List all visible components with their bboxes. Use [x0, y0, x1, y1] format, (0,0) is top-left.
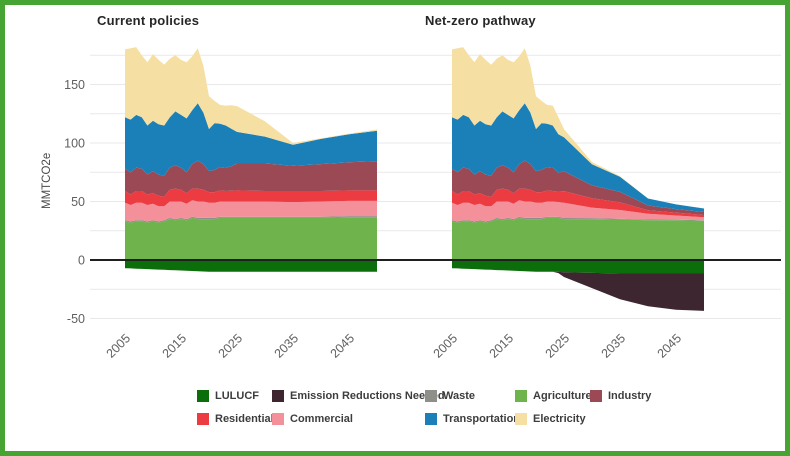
legend-item-residential: Residential [197, 412, 274, 425]
x-tick-label-current-2005: 2005 [104, 331, 134, 361]
area-netzero-agriculture [452, 217, 704, 260]
legend-swatch-agriculture [515, 389, 527, 402]
panel-title-netzero-pathway: Net-zero pathway [425, 13, 536, 28]
legend-label-industry: Industry [608, 389, 652, 402]
area-netzero-residential [452, 188, 704, 218]
area-current-electricity [125, 47, 377, 145]
area-current-lulucf [125, 260, 377, 272]
legend-label-residential: Residential [215, 412, 274, 425]
legend-label-waste: Waste [443, 389, 475, 402]
legend-swatch-waste [425, 389, 437, 402]
y-tick-label-100: 100 [64, 137, 85, 151]
legend: LULUCF Emission Reductions Needed Waste Agr… [197, 389, 670, 435]
area-netzero-electricity [452, 47, 704, 209]
stacked-area-chart: 150 100 50 0 -50 2005 2015 2025 2035 2045 2005 2015… [64, 47, 781, 361]
legend-item-emission_reductions_needed: Emission Reductions Needed [272, 389, 445, 402]
legend-swatch-electricity [515, 412, 527, 425]
area-netzero-industry [452, 160, 704, 215]
legend-label-commercial: Commercial [290, 412, 353, 425]
area-netzero-commercial [452, 200, 704, 222]
legend-swatch-industry [590, 389, 602, 402]
area-current-industry [125, 160, 377, 197]
x-tick-label-netzero-2005: 2005 [431, 331, 461, 361]
x-tick-label-current-2025: 2025 [216, 331, 246, 361]
legend-label-agriculture: Agriculture [533, 389, 592, 402]
legend-swatch-transportation [425, 412, 437, 425]
legend-item-lulucf: LULUCF [197, 389, 272, 402]
legend-item-agriculture: Agriculture [515, 389, 592, 402]
x-tick-label-netzero-2035: 2035 [599, 331, 629, 361]
legend-swatch-residential [197, 412, 209, 425]
y-tick-label-0: 0 [78, 254, 85, 268]
chart-canvas: 150 100 50 0 -50 2005 2015 2025 2035 2045 2005 2015… [5, 5, 785, 451]
x-tick-label-current-2045: 2045 [328, 331, 358, 361]
legend-label-transportation: Transportation [443, 412, 521, 425]
legend-row-1: LULUCF Emission Reductions Needed Waste Agr… [197, 389, 670, 402]
legend-label-emission_reductions_needed: Emission Reductions Needed [290, 389, 445, 402]
y-tick-label-50: 50 [71, 195, 85, 209]
y-tick-label--50: -50 [67, 312, 85, 326]
area-netzero-emission_reductions_needed [452, 268, 704, 311]
legend-label-electricity: Electricity [533, 412, 586, 425]
legend-item-waste: Waste [425, 389, 515, 402]
area-netzero-lulucf [452, 260, 704, 274]
x-tick-label-netzero-2045: 2045 [655, 331, 685, 361]
legend-swatch-lulucf [197, 389, 209, 402]
x-tick-label-current-2035: 2035 [272, 331, 302, 361]
x-tick-label-netzero-2025: 2025 [543, 331, 573, 361]
area-current-commercial [125, 200, 377, 222]
legend-row-2: Residential Commercial Transportation Elect… [197, 412, 670, 425]
area-current-waste [125, 216, 377, 223]
area-netzero-waste [452, 216, 704, 223]
area-current-residential [125, 188, 377, 207]
legend-label-lulucf: LULUCF [215, 389, 259, 402]
legend-swatch-commercial [272, 412, 284, 425]
y-axis-label: MMTCO2e [41, 152, 53, 210]
legend-item-transportation: Transportation [425, 412, 520, 425]
x-tick-label-netzero-2015: 2015 [487, 331, 517, 361]
legend-item-industry: Industry [590, 389, 670, 402]
area-netzero-transportation [452, 103, 704, 212]
panel-title-current-policies: Current policies [97, 13, 200, 28]
legend-item-electricity: Electricity [515, 412, 590, 425]
legend-swatch-emission_reductions_needed [272, 389, 284, 402]
y-tick-label-150: 150 [64, 78, 85, 92]
x-tick-label-current-2015: 2015 [160, 331, 190, 361]
legend-item-commercial: Commercial [272, 412, 425, 425]
area-current-agriculture [125, 217, 377, 260]
area-current-transportation [125, 103, 377, 176]
